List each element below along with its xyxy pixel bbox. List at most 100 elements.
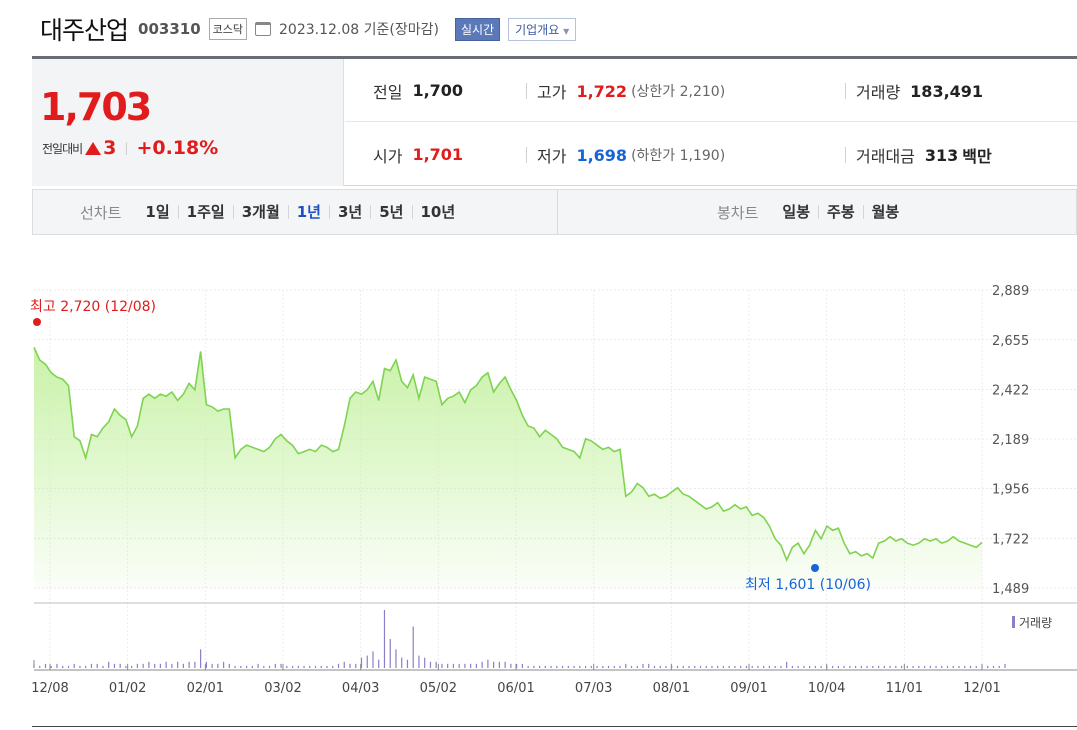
volume-bar [326, 665, 328, 668]
volume-bar [774, 665, 776, 668]
volume-bar [786, 661, 788, 668]
volume-bar [665, 665, 667, 668]
volume-bar [343, 661, 345, 668]
volume-bar [291, 665, 294, 668]
period-bar: 선차트 1일 1주일 3개월 1년 3년 5년 10년 봉차트 일봉 주봉 월봉 [32, 189, 1077, 235]
volume-bar [556, 665, 558, 668]
price-box: 1,703 전일대비 3 | +0.18% [32, 59, 344, 186]
period-tab[interactable]: 1주일 [177, 205, 233, 220]
y-tick-label: 2,422 [992, 383, 1029, 398]
period-tab[interactable]: 3개월 [232, 205, 288, 220]
bottom-rule [32, 726, 1077, 727]
volume-bar [263, 665, 265, 668]
x-tick-label: 11/01 [886, 681, 923, 696]
volume-bar [297, 665, 299, 668]
realtime-button[interactable]: 실시간 [454, 17, 501, 41]
volume-bar [613, 665, 615, 668]
volume-bar [268, 665, 271, 668]
volume-bar [182, 663, 184, 668]
volume-bar [280, 663, 282, 668]
volume-bar [286, 665, 288, 668]
volume-bar [717, 665, 719, 668]
volume-bar [412, 626, 414, 668]
quote-summary: 1,703 전일대비 3 | +0.18% 전일 1,700 고가 1,722 … [32, 56, 1077, 186]
volume-bar [102, 665, 104, 668]
volume-bar [228, 663, 230, 668]
prev-close-cell: 전일 1,700 [373, 59, 463, 122]
period-tab[interactable]: 10년 [411, 205, 464, 220]
volume-bar [171, 663, 173, 668]
chevron-down-icon: ▼ [563, 26, 570, 36]
volume-bar [596, 665, 598, 668]
high-label: 고가 [537, 83, 567, 102]
calendar-icon [255, 22, 272, 36]
y-tick-label: 2,655 [992, 334, 1029, 349]
volume-bar [136, 663, 139, 668]
low-annotation: 최저 1,601 (10/06) [745, 577, 871, 593]
volume-bar [832, 665, 834, 668]
period-tab[interactable]: 1일 [145, 203, 170, 221]
x-tick-label: 02/01 [187, 681, 224, 696]
volume-bar [533, 665, 535, 668]
volume-bar [768, 665, 771, 668]
volume-bar [481, 661, 483, 668]
volume-bar [510, 663, 512, 668]
x-tick-label: 01/02 [109, 681, 146, 696]
volume-bar [860, 665, 862, 668]
prev-close-value: 1,700 [412, 81, 464, 100]
volume-bar [561, 665, 564, 668]
volume-bar [251, 665, 253, 668]
volume-bar [636, 665, 638, 668]
volume-cell: 거래량 183,491 [845, 82, 983, 102]
current-price: 1,703 [40, 85, 152, 129]
volume-bar [245, 665, 248, 668]
candle-tab[interactable]: 일봉 [782, 203, 811, 221]
company-overview-dropdown[interactable]: 기업개요 ▼ [508, 17, 577, 41]
volume-bar [487, 659, 489, 668]
volume-bar [470, 663, 472, 668]
volume-bar [67, 665, 70, 668]
volume-bar [159, 663, 161, 668]
volume-bar [441, 663, 443, 668]
volume-bar [912, 665, 914, 668]
line-chart-title: 선차트 [80, 203, 122, 222]
volume-bar [418, 655, 420, 668]
volume-bar [205, 661, 207, 668]
volume-bar [998, 665, 1000, 668]
volume-bar [757, 665, 759, 668]
price-area [34, 347, 982, 588]
volume-bar [366, 655, 368, 668]
high-cell: 고가 1,722 (상한가 2,210) [526, 82, 725, 102]
volume-bar [240, 665, 242, 668]
volume-bar [85, 665, 87, 668]
volume-bar [539, 665, 541, 668]
volume-bar [602, 665, 604, 668]
volume-bar [619, 665, 621, 668]
volume-bar [314, 665, 317, 668]
candle-tab[interactable]: 주봉 [818, 205, 863, 220]
period-tab[interactable]: 3년 [329, 205, 370, 220]
volume-bar [694, 665, 696, 668]
volume-bar [705, 665, 707, 668]
volume-bar [820, 665, 822, 668]
x-tick-label: 10/04 [808, 681, 845, 696]
volume-bar [211, 663, 213, 668]
volume-bar [699, 665, 702, 668]
volume-bar [223, 661, 225, 668]
candle-tab[interactable]: 월봉 [862, 205, 908, 220]
volume-bar [964, 665, 966, 668]
stat-row-1: 전일 1,700 고가 1,722 (상한가 2,210) 거래량 183,49… [345, 59, 1077, 122]
volume-bar [360, 657, 363, 668]
volume-bar [843, 665, 845, 668]
volume-bar [573, 665, 575, 668]
period-tab[interactable]: 5년 [370, 205, 411, 220]
volume-bar [200, 649, 202, 668]
volume-bar [401, 657, 403, 668]
period-tab[interactable]: 1년 [287, 205, 329, 220]
volume-bar [906, 665, 908, 668]
volume-bar [320, 665, 322, 668]
volume-bar [332, 665, 334, 668]
volume-bar [464, 663, 466, 668]
volume-bar [855, 665, 857, 668]
change-label: 전일대비 [42, 141, 83, 156]
